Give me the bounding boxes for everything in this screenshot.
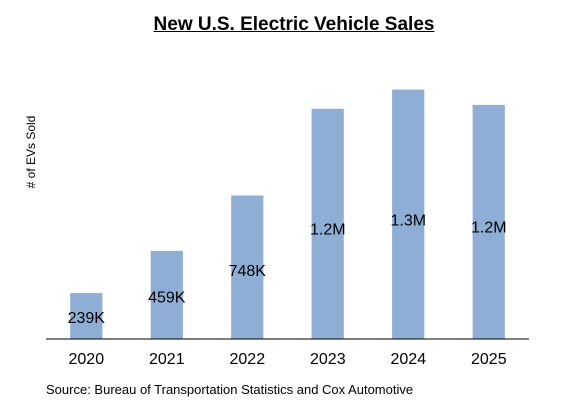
bar-2021 (150, 250, 183, 339)
bar-2023 (311, 108, 344, 339)
x-tick-label-2025: 2025 (471, 351, 507, 368)
data-label-2023: 1.2M (310, 222, 346, 239)
x-tick-label-2024: 2024 (391, 351, 427, 368)
y-axis-label: # of EVs Sold (24, 116, 38, 189)
bars-group (70, 89, 505, 340)
bar-2022 (231, 195, 264, 339)
chart-source-note: Source: Bureau of Transportation Statist… (46, 382, 414, 397)
x-tick-labels-group: 2020 2021 2022 2023 2024 2025 (69, 351, 507, 368)
bar-2024 (392, 89, 425, 339)
x-tick-label-2020: 2020 (69, 351, 105, 368)
x-tick-label-2022: 2022 (230, 351, 266, 368)
bar-2025 (472, 104, 505, 340)
data-label-2020: 239K (68, 310, 106, 327)
x-tick-label-2021: 2021 (149, 351, 185, 368)
data-labels-group: 239K 459K 748K 1.2M 1.3M 1.2M (68, 212, 507, 327)
data-label-2021: 459K (148, 290, 186, 307)
data-label-2024: 1.3M (391, 212, 427, 229)
data-label-2025: 1.2M (471, 220, 507, 237)
chart-title: New U.S. Electric Vehicle Sales (153, 14, 435, 35)
data-label-2022: 748K (229, 263, 267, 280)
x-tick-label-2023: 2023 (310, 351, 346, 368)
bar-2020 (70, 293, 103, 339)
